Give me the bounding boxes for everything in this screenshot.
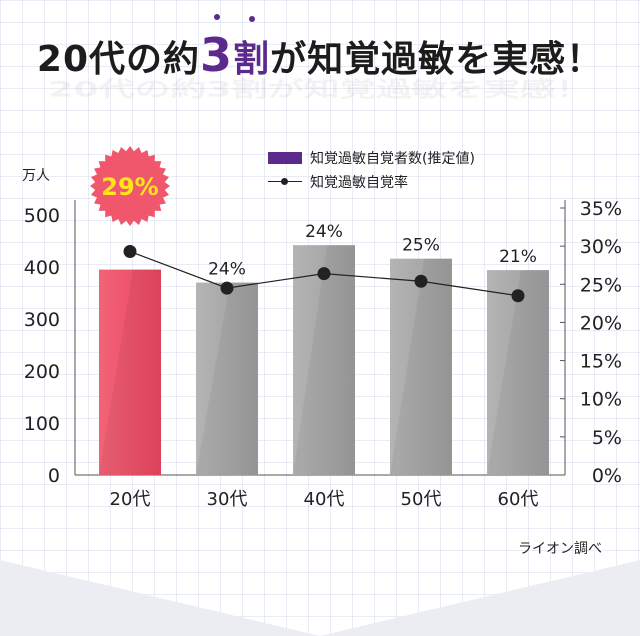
right-tick-label: 5% [592,427,622,449]
right-tick-label: 15% [580,351,622,373]
legend-line-swatch [268,176,302,188]
bar [293,245,355,475]
bar-shade [196,282,258,475]
emphasis-dot [248,16,255,22]
headline-emphasis-unit: 割 [233,16,270,82]
chart-legend: 知覚過敏自覚者数(推定値) 知覚過敏自覚率 [268,146,475,194]
left-tick-label: 300 [24,309,60,331]
headline-emphasis-number: 3 [200,14,233,82]
right-tick-label: 20% [580,312,622,334]
bar [487,270,549,475]
source-note: ライオン調べ [518,541,602,557]
highlight-data-label: 29% [101,173,158,201]
legend-item-rate: 知覚過敏自覚率 [268,170,475,194]
rate-point [414,274,428,288]
bar-shade [487,270,549,475]
headline-reflection: 20代の約3割が知覚過敏を実感！ [48,77,592,102]
data-label: 21% [499,247,537,267]
bar-shade [99,269,161,475]
right-tick-label: 10% [580,389,622,411]
legend-label-rate: 知覚過敏自覚率 [310,175,408,191]
left-tick-label: 200 [24,361,60,383]
legend-item-count: 知覚過敏自覚者数(推定値) [268,146,475,170]
data-label: 25% [402,236,440,256]
right-tick-label: 25% [580,274,622,296]
bar-shade [293,245,355,475]
rate-point [220,281,234,295]
rate-point [317,267,331,281]
data-label: 24% [208,260,246,280]
right-tick-label: 0% [592,465,622,487]
category-label: 40代 [304,489,345,510]
headline: 20代の約 3 割が知覚過敏を実感！ [0,14,640,82]
category-label: 50代 [401,489,442,510]
emphasis-dot [213,14,220,20]
category-label: 20代 [110,489,151,510]
left-tick-label: 100 [24,413,60,435]
rate-point [511,289,525,303]
bar [196,282,258,475]
left-tick-label: 400 [24,257,60,279]
headline-part2: が知覚過敏を実感！ [270,39,604,80]
category-label: 60代 [498,489,539,510]
right-tick-label: 30% [580,236,622,258]
headline-part1: 20代の約 [36,39,201,80]
left-tick-label: 500 [24,205,60,227]
bar-highlight [99,269,161,475]
bar-shade [390,258,452,475]
left-tick-label: 0 [48,465,60,487]
left-axis-unit: 万人 [22,168,50,184]
legend-bar-swatch [268,152,302,164]
data-label: 24% [305,222,343,242]
category-label: 30代 [207,489,248,510]
rate-point [123,244,137,258]
bar [390,258,452,475]
legend-label-count: 知覚過敏自覚者数(推定値) [310,151,475,167]
highlight-badge [90,146,170,226]
right-tick-label: 35% [580,198,622,220]
